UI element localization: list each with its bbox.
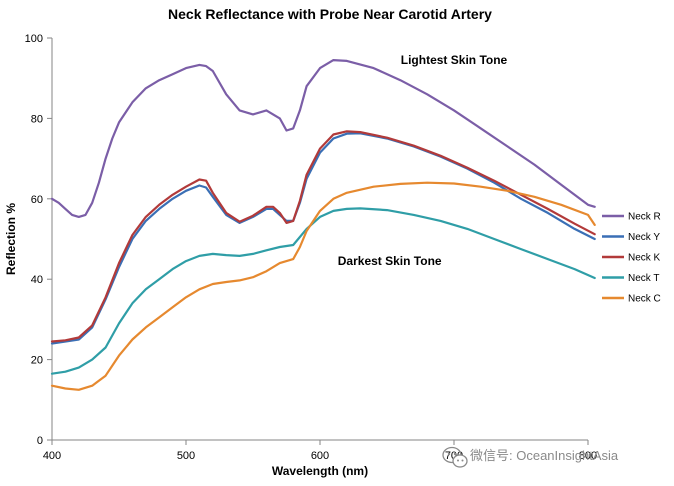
x-tick-label: 600: [311, 450, 329, 462]
legend-label-neck-t: Neck T: [628, 273, 660, 284]
x-tick-label: 800: [579, 450, 597, 462]
series-line-neck-r: [50, 59, 596, 218]
annotations: Lightest Skin Tone Darkest Skin Tone: [338, 53, 508, 268]
y-tick-label: 0: [37, 435, 43, 447]
annotation-lightest: Lightest Skin Tone: [401, 53, 508, 67]
series-line-neck-c: [50, 181, 596, 391]
watermark: 微信号: OceanInsightAsia: [442, 446, 619, 468]
legend-label-neck-c: Neck C: [628, 294, 661, 305]
annotation-darkest: Darkest Skin Tone: [338, 254, 442, 268]
y-tick-label: 100: [25, 33, 43, 45]
x-axis-title: Wavelength (nm): [272, 464, 368, 478]
y-tick-label: 80: [31, 113, 43, 125]
series-line-neck-t: [50, 207, 596, 375]
watermark-text: 微信号: OceanInsightAsia: [470, 448, 619, 463]
legend-label-neck-y: Neck Y: [628, 232, 660, 243]
y-tick-label: 20: [31, 355, 43, 367]
series-lines: [50, 59, 596, 391]
y-axis-title: Reflection %: [4, 203, 18, 275]
series-line-neck-k: [50, 130, 596, 343]
chart-title: Neck Reflectance with Probe Near Carotid…: [168, 6, 492, 22]
wechat-icon: [442, 446, 468, 468]
y-ticks: 0 20 40 60 80 100: [25, 33, 52, 447]
y-tick-label: 40: [31, 274, 43, 286]
legend-label-neck-r: Neck R: [628, 212, 661, 223]
legend: Neck R Neck Y Neck K Neck T Neck C: [602, 212, 661, 305]
y-tick-label: 60: [31, 194, 43, 206]
x-tick-label: 400: [43, 450, 61, 462]
x-tick-label: 500: [177, 450, 195, 462]
legend-label-neck-k: Neck K: [628, 253, 661, 264]
